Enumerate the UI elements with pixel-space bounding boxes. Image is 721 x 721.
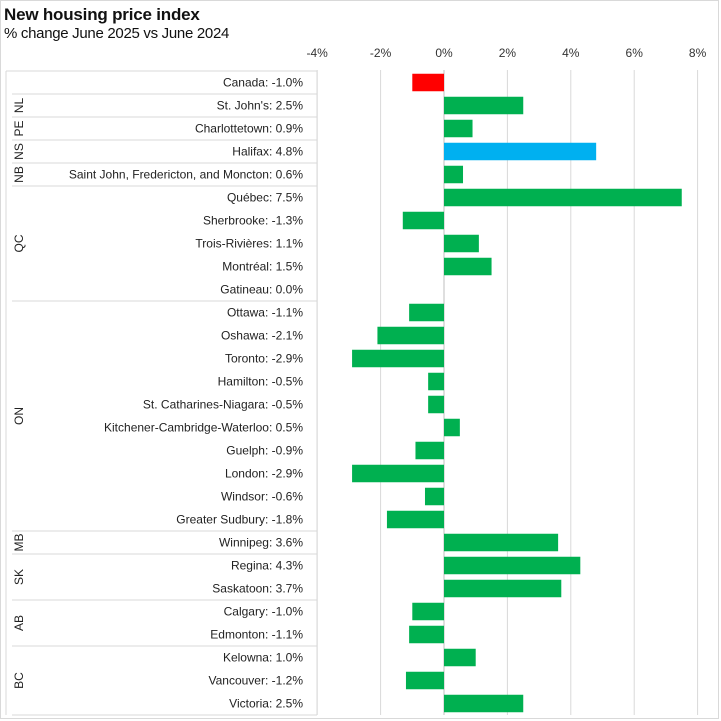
category-label: St. Catharines-Niagara: -0.5% [143,398,303,412]
category-label: London: -2.9% [225,467,303,481]
bar [424,487,444,506]
bar [444,556,581,575]
category-label: Windsor: -0.6% [221,490,303,504]
bar [377,326,444,345]
province-label: NS [12,143,26,160]
province-label: SK [12,569,26,585]
bar [415,441,444,460]
bar [352,349,444,368]
province-label: MB [12,534,26,552]
x-axis-ticks: -4% -2% 0% 2% 4% 6% 8% [307,46,707,60]
bar [409,625,444,644]
category-label: Saint John, Fredericton, and Moncton: 0.… [69,168,303,182]
bar [444,579,562,598]
category-label: Montréal: 1.5% [222,260,303,274]
province-label: ON [12,407,26,425]
category-label: Hamilton: -0.5% [218,375,304,389]
category-label: Calgary: -1.0% [224,605,304,619]
chart-title: New housing price index [4,5,200,24]
province-label: NL [12,98,26,114]
category-label: Québec: 7.5% [227,191,303,205]
category-label: Halifax: 4.8% [232,145,303,159]
category-label: Sherbrooke: -1.3% [203,214,303,228]
bar [444,96,524,115]
category-label: Greater Sudbury: -1.8% [176,513,303,527]
category-label: Vancouver: -1.2% [209,674,304,688]
x-tick-label: 6% [626,46,644,60]
category-label: Edmonton: -1.1% [210,628,303,642]
x-tick-label: 0% [435,46,453,60]
bar [409,303,444,322]
bar [412,73,444,92]
bar [444,418,460,437]
bar [444,533,559,552]
province-label: BC [12,672,26,689]
bar [444,694,524,713]
category-label: Trois-Rivières: 1.1% [195,237,303,251]
bar [428,372,444,391]
bar [444,119,473,138]
category-label: Charlottetown: 0.9% [195,122,303,136]
province-label: NB [12,166,26,183]
bar [402,211,444,230]
category-label: St. John's: 2.5% [217,99,304,113]
category-label: Ottawa: -1.1% [227,306,303,320]
category-label: Canada: -1.0% [223,76,303,90]
province-label: PE [12,120,26,136]
x-tick-label: -2% [370,46,392,60]
chart-subtitle: % change June 2025 vs June 2024 [4,25,230,42]
category-label: Victoria: 2.5% [229,697,303,711]
bar [412,602,444,621]
bar [444,188,682,207]
x-tick-label: 2% [499,46,517,60]
category-label: Kitchener-Cambridge-Waterloo: 0.5% [104,421,303,435]
category-label: Toronto: -2.9% [225,352,303,366]
category-label: Gatineau: 0.0% [220,283,303,297]
category-label: Winnipeg: 3.6% [219,536,303,550]
category-label: Kelowna: 1.0% [223,651,303,665]
x-tick-label: -4% [307,46,329,60]
x-tick-label: 8% [689,46,707,60]
gridlines [316,70,699,715]
bar [386,510,444,529]
province-label: QC [12,234,26,252]
bar [405,671,444,690]
bar [444,257,492,276]
category-label: Oshawa: -2.1% [221,329,303,343]
bar [444,165,464,184]
category-label: Guelph: -0.9% [226,444,303,458]
bar [428,395,444,414]
category-label: Regina: 4.3% [231,559,303,573]
category-label: Saskatoon: 3.7% [212,582,303,596]
bars [352,73,682,713]
province-label: AB [12,615,26,631]
bar [352,464,444,483]
x-tick-label: 4% [562,46,580,60]
bar [444,648,476,667]
bar [444,234,479,253]
bar [444,142,597,161]
category-table: NL PE NS NB QC ON MB SK AB BC Canada: -1.0% St. Joh… [5,70,318,716]
